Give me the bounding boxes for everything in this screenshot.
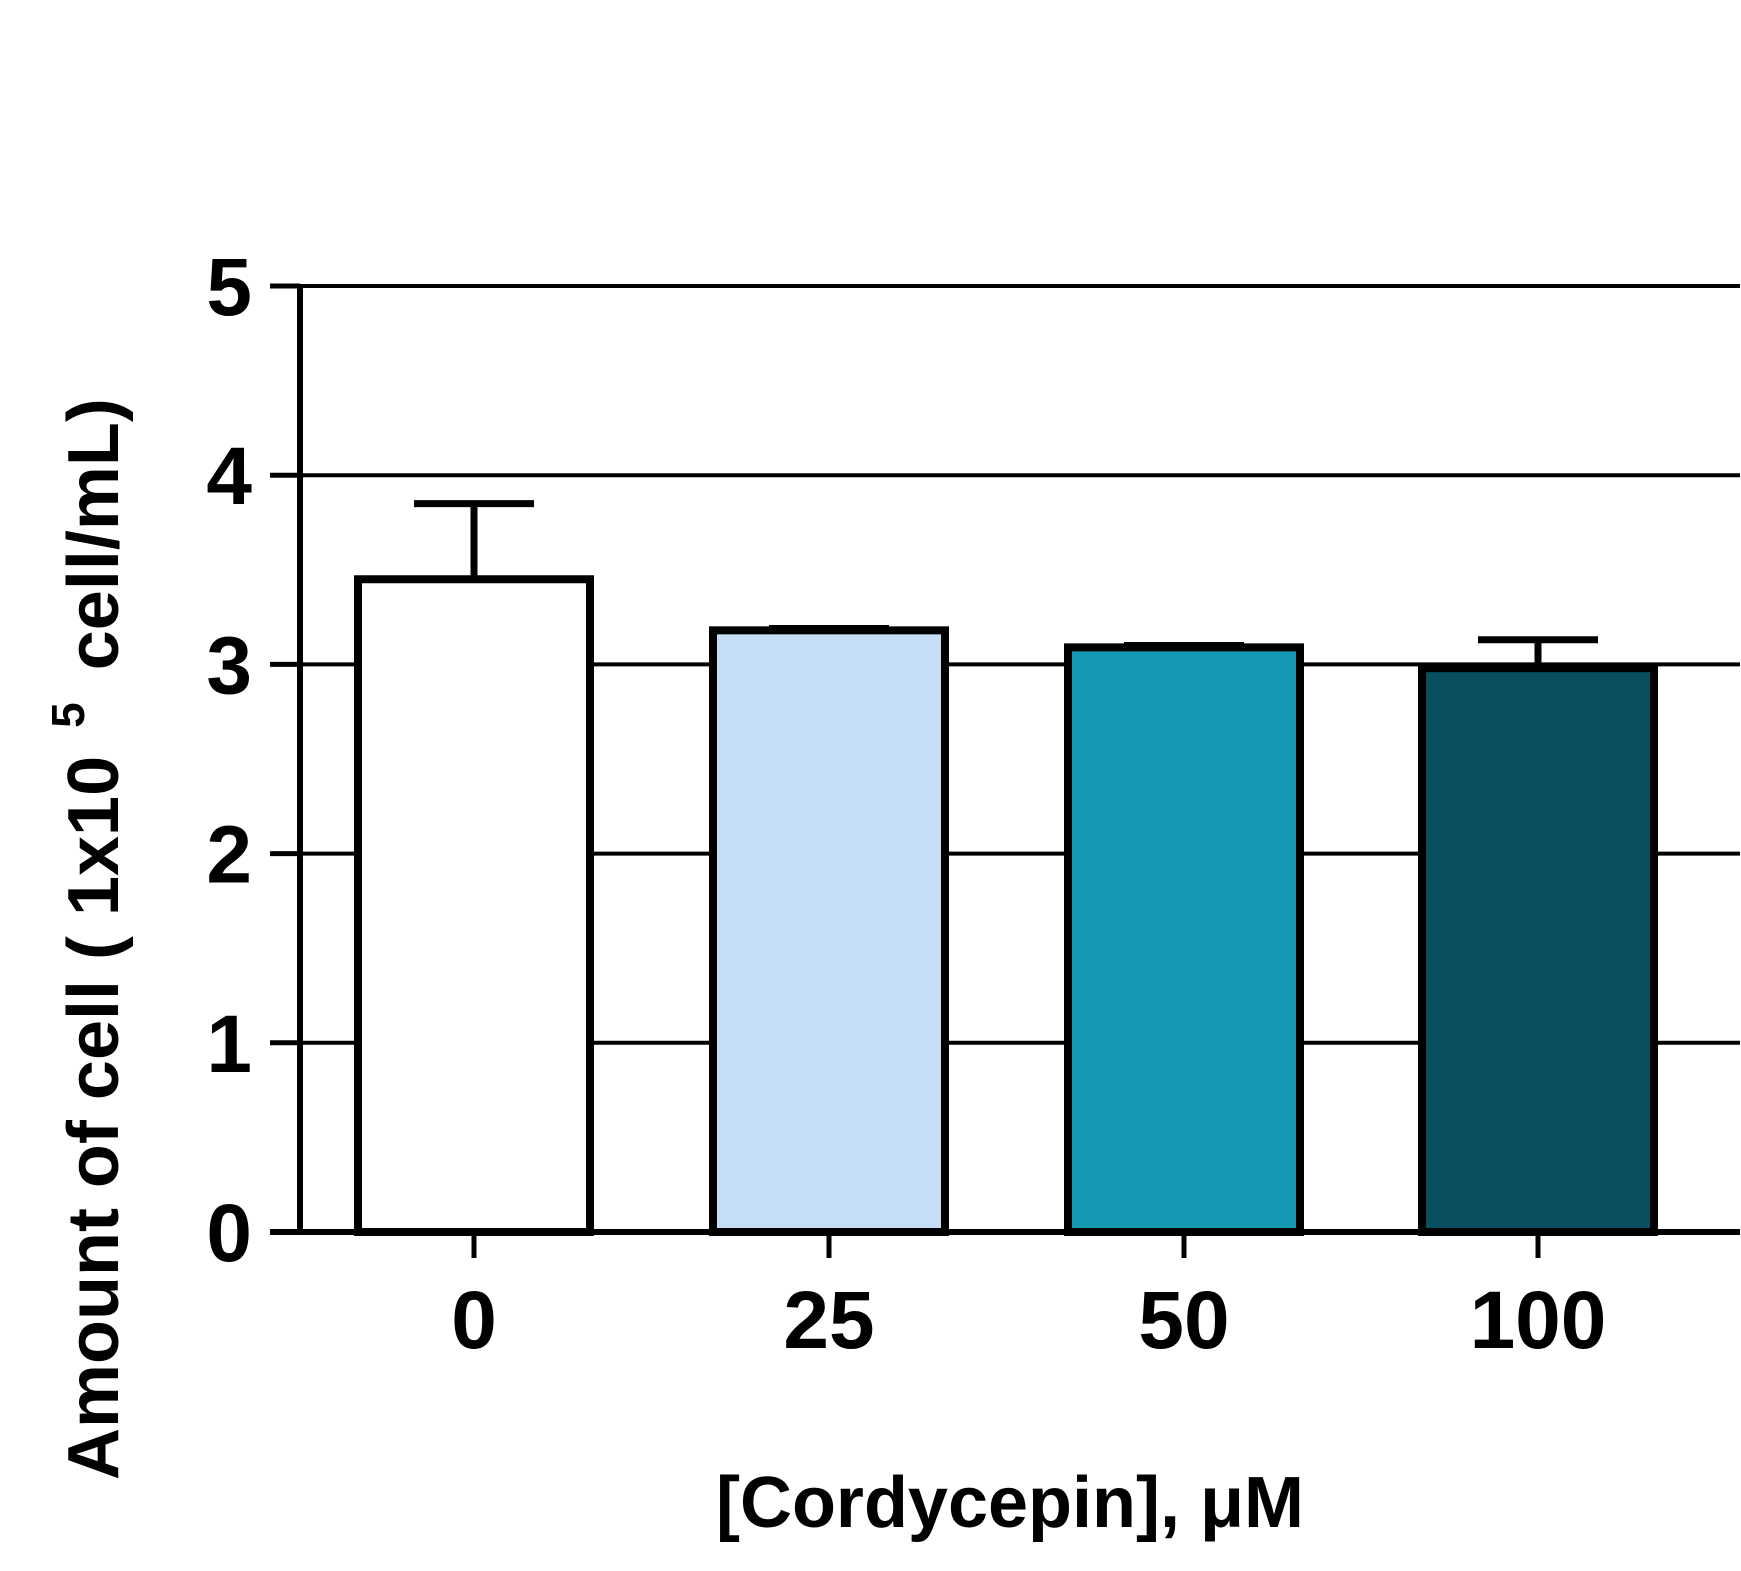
x-tick-label-50: 50 (1138, 1275, 1229, 1366)
y-axis-title-unit: cell/mL) (54, 398, 134, 690)
y-tick-label-2: 2 (206, 810, 252, 901)
y-tick-label-4: 4 (206, 431, 252, 522)
x-tick-label-25: 25 (783, 1275, 874, 1366)
bars (354, 500, 1658, 1236)
bar-50 (1064, 643, 1304, 1236)
axes (270, 283, 1740, 1258)
y-axis-title-main: Amount of cell ( 1x10 (54, 756, 134, 1480)
bar-100 (1418, 664, 1658, 1236)
x-tick-labels: 0 25 50 100 (451, 1275, 1606, 1366)
x-tick-label-100: 100 (1470, 1275, 1607, 1366)
y-tick-label-0: 0 (206, 1188, 252, 1279)
y-tick-label-5: 5 (206, 242, 252, 333)
bar-0 (354, 575, 594, 1236)
x-axis-title: [Cordycepin], μM (716, 1463, 1304, 1543)
y-axis-title-superscript: 5 (42, 702, 94, 728)
x-tick-label-0: 0 (451, 1275, 497, 1366)
y-axis-title: Amount of cell ( 1x10 5 cell/mL) (42, 398, 134, 1480)
y-tick-label-1: 1 (206, 999, 252, 1090)
bar-25 (709, 626, 949, 1236)
y-tick-labels: 0 1 2 3 4 5 (206, 242, 252, 1279)
y-tick-label-3: 3 (206, 620, 252, 711)
